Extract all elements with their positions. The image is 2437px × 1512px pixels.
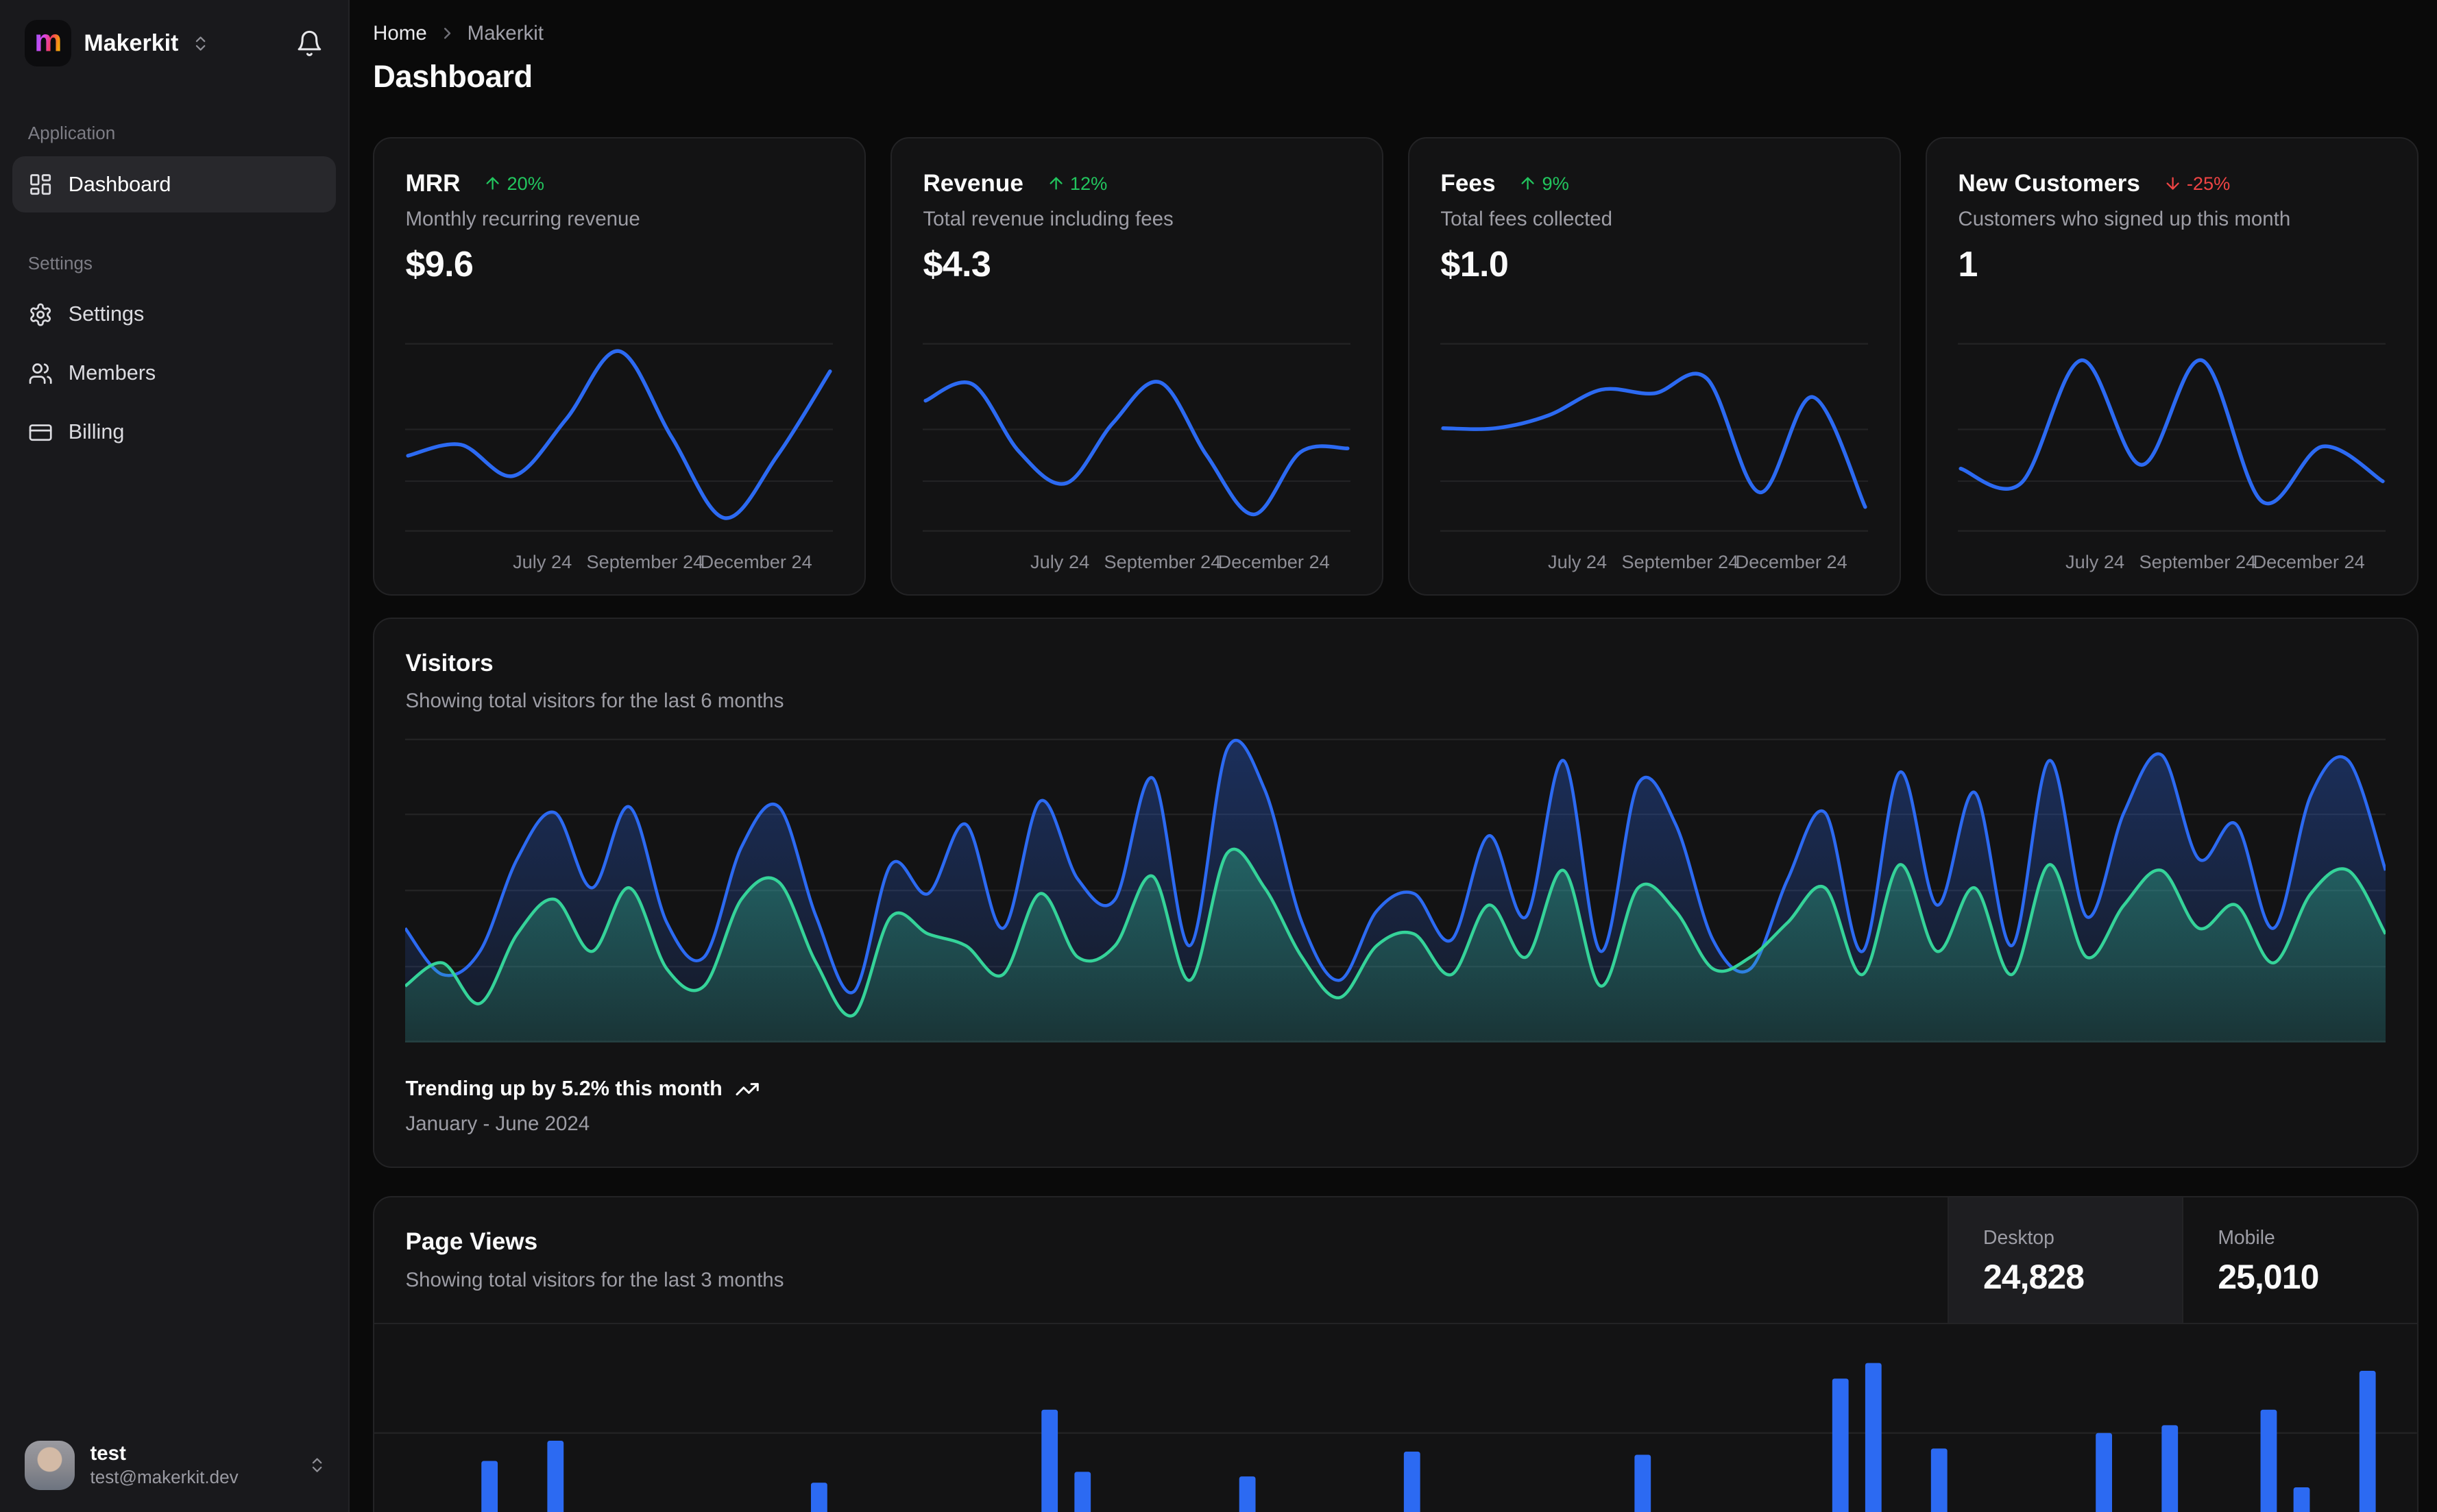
page-views-title: Page Views bbox=[405, 1228, 538, 1256]
stat-cards-row: MRR 20% Monthly recurring revenue $9.6 J… bbox=[373, 137, 2418, 596]
chevrons-up-down-icon bbox=[308, 1456, 326, 1474]
page-views-card: Page Views Showing total visitors for th… bbox=[373, 1196, 2418, 1512]
chevron-right-icon bbox=[438, 24, 457, 42]
stat-card-mrr: MRR 20% Monthly recurring revenue $9.6 J… bbox=[373, 137, 866, 596]
visitors-date-range: January - June 2024 bbox=[405, 1112, 590, 1135]
visitors-subtitle: Showing total visitors for the last 6 mo… bbox=[405, 690, 784, 713]
sidebar-item-settings[interactable]: Settings bbox=[12, 286, 336, 343]
stat-value: 1 bbox=[1958, 244, 1978, 284]
stat-card-revenue: Revenue 12% Total revenue including fees… bbox=[890, 137, 1383, 596]
page-views-subtitle: Showing total visitors for the last 3 mo… bbox=[405, 1268, 784, 1291]
trending-up-icon bbox=[735, 1077, 760, 1101]
visitors-area-chart bbox=[405, 738, 2386, 1042]
toggle-mobile[interactable]: Mobile 25,010 bbox=[2182, 1197, 2416, 1323]
trend-badge: 20% bbox=[483, 173, 544, 195]
main-content: Home Makerkit Dashboard MRR 20% Monthly … bbox=[350, 0, 2437, 1512]
stat-value: $1.0 bbox=[1440, 244, 1509, 284]
visitors-title: Visitors bbox=[405, 650, 494, 677]
new-customers-sparkline-chart bbox=[1958, 338, 2386, 537]
user-email: test@makerkit.dev bbox=[90, 1467, 239, 1488]
stat-title: Fees bbox=[1440, 169, 1496, 197]
x-axis-labels: July 24 September 24 December 24 bbox=[513, 550, 812, 572]
stat-title: New Customers bbox=[1958, 169, 2140, 197]
makerkit-logo: m bbox=[25, 20, 72, 67]
workspace-selector[interactable]: m Makerkit bbox=[0, 0, 348, 82]
arrow-up-icon bbox=[483, 174, 502, 193]
breadcrumb-home-link[interactable]: Home bbox=[373, 21, 427, 45]
users-icon bbox=[28, 361, 53, 386]
page-title: Dashboard bbox=[373, 59, 533, 95]
toggle-value: 24,828 bbox=[1983, 1258, 2085, 1297]
arrow-down-icon bbox=[2163, 174, 2182, 193]
sidebar-item-label: Settings bbox=[68, 302, 145, 326]
stat-subtitle: Total revenue including fees bbox=[923, 208, 1174, 231]
gear-icon bbox=[28, 302, 53, 327]
sidebar: m Makerkit Application Dashboard Setting… bbox=[0, 0, 350, 1512]
dashboard-icon bbox=[28, 172, 53, 197]
revenue-sparkline-chart bbox=[923, 338, 1350, 537]
stat-value: $9.6 bbox=[405, 244, 474, 284]
credit-card-icon bbox=[28, 420, 53, 445]
notifications-bell-icon[interactable] bbox=[295, 29, 324, 58]
sidebar-item-label: Members bbox=[68, 361, 156, 385]
page-views-header: Page Views Showing total visitors for th… bbox=[374, 1197, 2417, 1324]
sidebar-section-application: Application Dashboard bbox=[0, 123, 348, 212]
toggle-label: Mobile bbox=[2218, 1227, 2275, 1249]
arrow-up-icon bbox=[1047, 174, 1065, 193]
stat-card-new-customers: New Customers -25% Customers who signed … bbox=[1926, 137, 2418, 596]
workspace-name: Makerkit bbox=[84, 29, 179, 56]
trend-badge: 12% bbox=[1047, 173, 1107, 195]
sidebar-item-label: Dashboard bbox=[68, 172, 171, 196]
x-axis-labels: July 24 September 24 December 24 bbox=[2065, 550, 2365, 572]
sidebar-item-billing[interactable]: Billing bbox=[12, 404, 336, 461]
x-axis-labels: July 24 September 24 December 24 bbox=[1548, 550, 1847, 572]
breadcrumb-current: Makerkit bbox=[467, 21, 544, 45]
x-axis-labels: July 24 September 24 December 24 bbox=[1030, 550, 1330, 572]
sidebar-item-dashboard[interactable]: Dashboard bbox=[12, 156, 336, 212]
section-label: Settings bbox=[27, 252, 93, 273]
visitors-trend-text: Trending up by 5.2% this month bbox=[405, 1077, 723, 1101]
stat-card-fees: Fees 9% Total fees collected $1.0 July 2… bbox=[1408, 137, 1901, 596]
stat-title: MRR bbox=[405, 169, 461, 197]
breadcrumb: Home Makerkit bbox=[373, 22, 2418, 45]
page-views-toggles: Desktop 24,828 Mobile 25,010 bbox=[1948, 1197, 2417, 1323]
toggle-value: 25,010 bbox=[2218, 1258, 2319, 1297]
stat-subtitle: Customers who signed up this month bbox=[1958, 208, 2291, 231]
avatar bbox=[25, 1440, 75, 1491]
trend-badge: -25% bbox=[2163, 173, 2230, 195]
user-name: test bbox=[90, 1441, 126, 1465]
trend-badge: 9% bbox=[1518, 173, 1569, 195]
sidebar-section-settings: Settings Settings Members Billing bbox=[0, 253, 348, 461]
user-account-menu[interactable]: test test@makerkit.dev bbox=[0, 1422, 348, 1512]
visitors-card: Visitors Showing total visitors for the … bbox=[373, 617, 2418, 1169]
toggle-desktop[interactable]: Desktop 24,828 bbox=[1948, 1197, 2183, 1323]
sidebar-item-label: Billing bbox=[68, 420, 125, 444]
section-label: Application bbox=[27, 123, 116, 144]
fees-sparkline-chart bbox=[1440, 338, 1868, 537]
stat-subtitle: Monthly recurring revenue bbox=[405, 208, 640, 231]
visitors-footer: Trending up by 5.2% this month January -… bbox=[405, 1077, 2386, 1136]
toggle-label: Desktop bbox=[1983, 1227, 2054, 1249]
sidebar-item-members[interactable]: Members bbox=[12, 345, 336, 402]
chevrons-up-down-icon bbox=[191, 34, 210, 53]
mrr-sparkline-chart bbox=[405, 338, 833, 537]
arrow-up-icon bbox=[1518, 174, 1537, 193]
stat-value: $4.3 bbox=[923, 244, 991, 284]
page-views-bar-chart bbox=[374, 1324, 2417, 1512]
stat-title: Revenue bbox=[923, 169, 1023, 197]
stat-subtitle: Total fees collected bbox=[1440, 208, 1613, 231]
